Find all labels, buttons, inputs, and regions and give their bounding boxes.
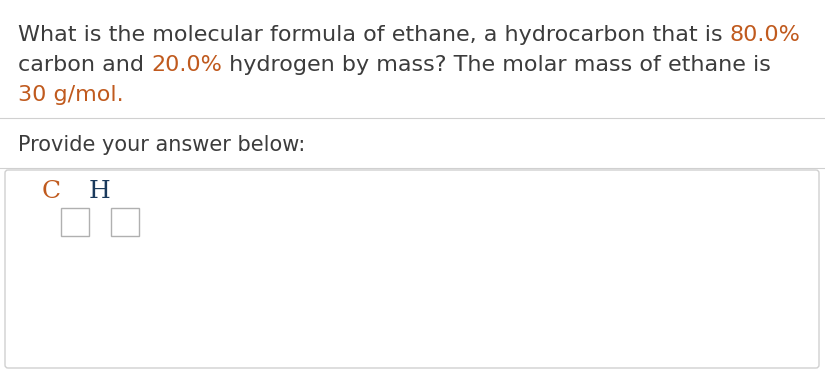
Bar <box>111 208 139 236</box>
Text: Provide your answer below:: Provide your answer below: <box>18 135 305 155</box>
Text: C: C <box>42 180 61 203</box>
Text: 30 g/mol.: 30 g/mol. <box>18 85 124 105</box>
Text: 80.0%: 80.0% <box>730 25 800 45</box>
Text: 20.0%: 20.0% <box>151 55 222 75</box>
Text: H: H <box>89 180 111 203</box>
Bar <box>61 208 89 236</box>
FancyBboxPatch shape <box>5 170 819 368</box>
Text: carbon and: carbon and <box>18 55 151 75</box>
Text: hydrogen by mass? The molar mass of ethane is: hydrogen by mass? The molar mass of etha… <box>222 55 771 75</box>
Text: What is the molecular formula of ethane, a hydrocarbon that is: What is the molecular formula of ethane,… <box>18 25 730 45</box>
